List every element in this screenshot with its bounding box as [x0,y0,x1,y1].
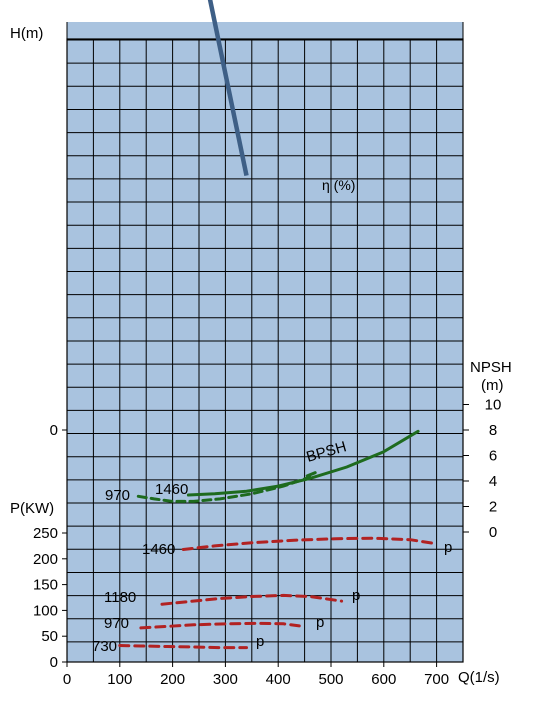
plot-border [66,38,464,663]
plot-background [67,39,463,662]
npsh-tick-label: 4 [489,473,497,490]
power-tick-label: 200 [33,551,58,568]
power-tick-label: 250 [33,525,58,542]
npsh-curve-BPSH [305,471,317,478]
x-tick-label: 600 [371,671,396,688]
x-tick-label: 100 [107,671,132,688]
npsh-curve-970 [136,475,312,503]
npsh-axis-unit: (m) [481,377,504,394]
power-tick-label: 100 [33,602,58,619]
power-label-1460: 1460 [142,541,175,558]
efficiency-title: η (%) [322,177,355,193]
npsh-curves [136,429,420,503]
power-label-1180: 1180 [104,589,136,606]
x-tick-label: 700 [424,671,449,688]
power-tick-label: 150 [33,577,58,594]
x-tick-label: 400 [266,671,291,688]
power-curve-970 [139,621,301,630]
npsh-tick-label: 2 [489,499,497,516]
power-p-label-1180: p [352,587,360,604]
power-tick-label: 50 [41,628,58,645]
power-curve-730 [118,644,248,650]
npsh-axis-label: NPSH [470,359,512,376]
npsh-label-1460: 1460 [155,481,188,498]
npsh-tick-label: 10 [485,397,502,414]
chart-labels: H(m) NPSH (m) P(KW) Q(1/s) η (%) 1460 97… [10,25,512,686]
axes [62,404,469,667]
power-curves [118,536,439,650]
tick-labels: 0102030405060708005010015020025002468100… [33,397,502,689]
x-tick-label: 300 [213,671,238,688]
plot-header-band [67,22,463,39]
power-p-label-730: p [256,633,264,650]
x-tick-label: 500 [318,671,343,688]
speed-line-730 [207,0,249,177]
npsh-label-970: 970 [105,487,130,504]
grid-lines [66,22,464,663]
power-p-label-1460: p [444,539,452,556]
head-axis-label: H(m) [10,25,43,42]
x-axis-label: Q(1/s) [458,669,500,686]
npsh-tick-label: 8 [489,422,497,439]
power-curve-1460 [181,536,439,551]
power-tick-label: 0 [50,654,58,671]
power-p-label-970: p [316,614,324,631]
npsh-tick-label: 0 [489,524,497,541]
npsh-tick-label: 6 [489,448,497,465]
head-tick-label: 0 [50,422,58,439]
power-axis-label: P(KW) [10,500,54,517]
power-label-730: 730 [92,638,117,655]
x-tick-label: 0 [63,671,71,688]
power-label-970: 970 [104,615,129,632]
x-tick-label: 200 [160,671,185,688]
power-curve-1180 [160,593,344,606]
